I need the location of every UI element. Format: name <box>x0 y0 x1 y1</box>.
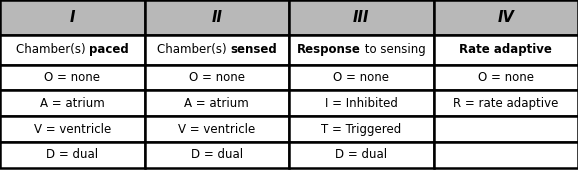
Bar <box>144 0 289 35</box>
Bar <box>144 116 289 142</box>
Text: D = dual: D = dual <box>46 148 98 161</box>
Bar <box>434 142 578 168</box>
Bar <box>289 65 434 90</box>
Text: A = atrium: A = atrium <box>40 97 105 110</box>
Text: Response: Response <box>297 43 361 56</box>
Bar <box>144 65 289 90</box>
Text: Rate adaptive: Rate adaptive <box>460 43 552 56</box>
Text: III: III <box>353 10 369 25</box>
Text: A = atrium: A = atrium <box>184 97 249 110</box>
Text: I: I <box>69 10 75 25</box>
Bar <box>289 35 434 65</box>
Bar <box>0 116 144 142</box>
Bar <box>289 116 434 142</box>
Text: I = Inhibited: I = Inhibited <box>325 97 398 110</box>
Text: paced: paced <box>89 43 129 56</box>
Text: V = ventricle: V = ventricle <box>178 122 255 136</box>
Text: D = dual: D = dual <box>191 148 243 161</box>
Text: V = ventricle: V = ventricle <box>34 122 111 136</box>
Bar <box>0 65 144 90</box>
Bar <box>289 142 434 168</box>
Text: O = none: O = none <box>478 71 533 84</box>
Text: II: II <box>211 10 223 25</box>
Text: D = dual: D = dual <box>335 148 387 161</box>
Bar <box>434 116 578 142</box>
Text: T = Triggered: T = Triggered <box>321 122 401 136</box>
Text: sensed: sensed <box>230 43 277 56</box>
Text: Chamber(s): Chamber(s) <box>16 43 89 56</box>
Bar <box>434 35 578 65</box>
Bar <box>144 142 289 168</box>
Bar <box>144 35 289 65</box>
Bar <box>0 35 144 65</box>
Text: IV: IV <box>497 10 514 25</box>
Text: O = none: O = none <box>45 71 100 84</box>
Bar <box>0 0 144 35</box>
Bar <box>289 90 434 116</box>
Bar <box>144 90 289 116</box>
Bar <box>434 0 578 35</box>
Bar <box>0 142 144 168</box>
Bar <box>434 90 578 116</box>
Text: O = none: O = none <box>334 71 389 84</box>
Bar <box>434 65 578 90</box>
Text: O = none: O = none <box>189 71 244 84</box>
Text: Chamber(s): Chamber(s) <box>157 43 230 56</box>
Text: R = rate adaptive: R = rate adaptive <box>453 97 558 110</box>
Bar <box>0 90 144 116</box>
Bar <box>289 0 434 35</box>
Text: to sensing: to sensing <box>361 43 425 56</box>
